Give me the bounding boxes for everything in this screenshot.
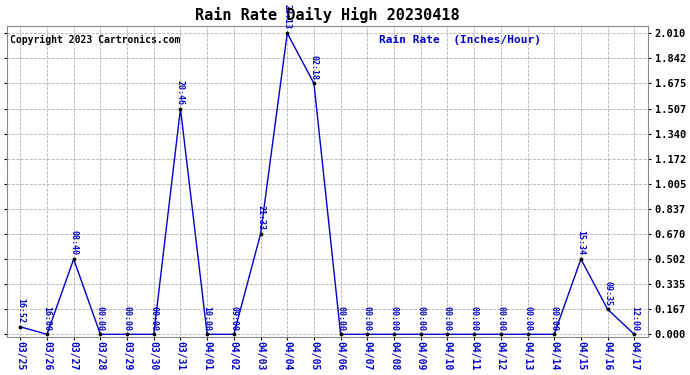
Text: 16:52: 16:52 bbox=[16, 298, 25, 323]
Text: Rain Rate  (Inches/Hour): Rain Rate (Inches/Hour) bbox=[379, 35, 540, 45]
Text: 10:00: 10:00 bbox=[203, 306, 212, 330]
Text: 00:00: 00:00 bbox=[523, 306, 532, 330]
Text: 00:00: 00:00 bbox=[470, 306, 479, 330]
Text: 00:00: 00:00 bbox=[363, 306, 372, 330]
Title: Rain Rate Daily High 20230418: Rain Rate Daily High 20230418 bbox=[195, 7, 460, 23]
Text: 21:33: 21:33 bbox=[256, 205, 265, 230]
Text: 09:00: 09:00 bbox=[229, 306, 238, 330]
Text: 08:40: 08:40 bbox=[69, 230, 78, 255]
Text: 09:35: 09:35 bbox=[603, 280, 612, 306]
Text: 00:00: 00:00 bbox=[390, 306, 399, 330]
Text: 02:18: 02:18 bbox=[309, 55, 319, 80]
Text: 00:00: 00:00 bbox=[123, 306, 132, 330]
Text: 00:00: 00:00 bbox=[336, 306, 345, 330]
Text: 00:00: 00:00 bbox=[149, 306, 158, 330]
Text: Copyright 2023 Cartronics.com: Copyright 2023 Cartronics.com bbox=[10, 35, 181, 45]
Text: 00:00: 00:00 bbox=[96, 306, 105, 330]
Text: 12:00: 12:00 bbox=[630, 306, 639, 330]
Text: 00:00: 00:00 bbox=[416, 306, 425, 330]
Text: 00:00: 00:00 bbox=[443, 306, 452, 330]
Text: 20:46: 20:46 bbox=[176, 80, 185, 105]
Text: 00:00: 00:00 bbox=[496, 306, 505, 330]
Text: 16:00: 16:00 bbox=[43, 306, 52, 330]
Text: 15:34: 15:34 bbox=[576, 230, 585, 255]
Text: 00:00: 00:00 bbox=[550, 306, 559, 330]
Text: 23:13: 23:13 bbox=[283, 4, 292, 30]
